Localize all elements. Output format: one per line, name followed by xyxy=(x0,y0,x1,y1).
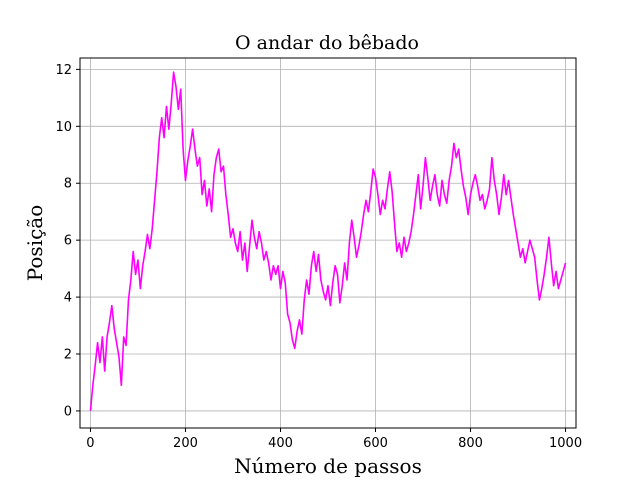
grid xyxy=(80,58,576,428)
x-tick-label: 200 xyxy=(173,436,198,451)
y-axis-label: Posição xyxy=(23,205,47,282)
y-tick-label: 6 xyxy=(64,234,72,249)
x-tick-label: 400 xyxy=(268,436,293,451)
x-tick-label: 1000 xyxy=(549,436,582,451)
x-tick-label: 800 xyxy=(458,436,483,451)
plot-frame xyxy=(79,57,577,429)
y-tick-label: 4 xyxy=(64,291,72,306)
y-tick-label: 2 xyxy=(64,348,72,363)
x-tick-label: 0 xyxy=(86,436,94,451)
y-tick-label: 10 xyxy=(55,120,72,135)
series-line-0 xyxy=(89,71,567,411)
y-tick-label: 0 xyxy=(64,404,72,419)
chart-title: O andar do bêbado xyxy=(235,32,419,54)
x-axis-label: Número de passos xyxy=(234,454,422,478)
series-layer xyxy=(89,71,567,411)
ticks: 0 200 400 600 800 1000 0 2 4 6 8 10 12 xyxy=(55,63,582,451)
y-tick-label: 8 xyxy=(64,177,72,192)
y-tick-label: 12 xyxy=(55,63,72,78)
x-tick-label: 600 xyxy=(363,436,388,451)
